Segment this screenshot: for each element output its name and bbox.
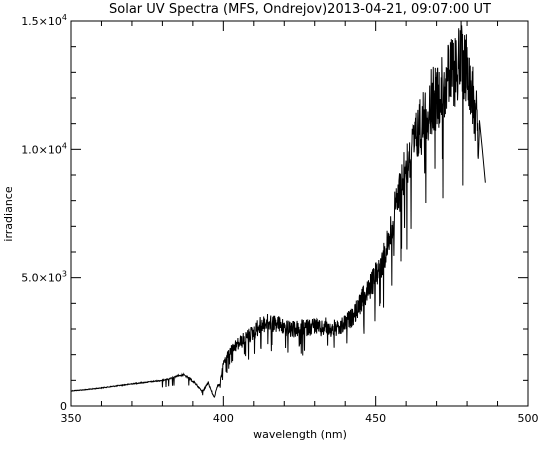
y-axis-label: irradiance — [2, 186, 15, 241]
y-tick-label: 5.0×103 — [21, 270, 67, 285]
plot-frame — [70, 20, 529, 407]
x-tick-label: 400 — [213, 412, 234, 425]
y-tick-label: 1.5×104 — [21, 13, 67, 28]
y-tick-label: 1.0×104 — [21, 141, 67, 156]
x-axis-label: wavelength (nm) — [253, 428, 347, 441]
x-tick-label: 450 — [365, 412, 386, 425]
y-tick-label: 0 — [60, 400, 67, 413]
x-axis: 350 400 450 500 — [61, 21, 539, 425]
chart-title: Solar UV Spectra (MFS, Ondrejov)2013-04-… — [109, 2, 491, 17]
x-tick-label: 500 — [518, 412, 539, 425]
y-axis: 0 5.0×103 1.0×104 1.5×104 — [21, 13, 528, 413]
series-line-irradiance — [70, 21, 486, 399]
x-tick-label: 350 — [61, 412, 82, 425]
